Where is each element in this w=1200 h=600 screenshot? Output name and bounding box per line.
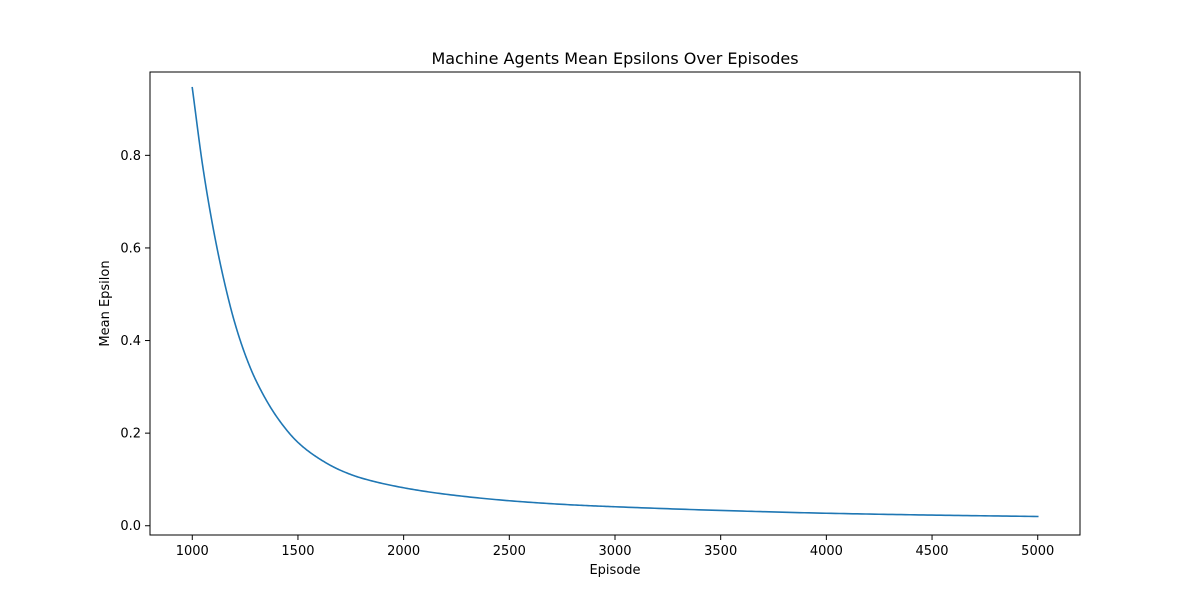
y-axis-title: Mean Epsilon	[98, 260, 113, 346]
x-tick-label: 4000	[810, 544, 843, 559]
y-tick-label: 0.0	[120, 519, 141, 534]
x-tick-label: 2000	[387, 544, 420, 559]
x-tick-label: 3000	[598, 544, 631, 559]
y-tick-label: 0.8	[120, 149, 141, 164]
chart-title: Machine Agents Mean Epsilons Over Episod…	[431, 49, 798, 68]
y-tick-label: 0.2	[120, 427, 141, 442]
x-axis-title: Episode	[589, 563, 640, 578]
x-tick-label: 3500	[704, 544, 737, 559]
x-tick-label: 1500	[281, 544, 314, 559]
x-tick-label: 2500	[493, 544, 526, 559]
y-tick-label: 0.4	[120, 334, 141, 349]
y-axis: 0.0 0.2 0.4 0.6 0.8	[120, 149, 150, 534]
x-axis: 1000 1500 2000 2500 3000 3500 4000 4500 5000	[176, 535, 1054, 559]
x-tick-label: 4500	[915, 544, 948, 559]
x-tick-label: 5000	[1021, 544, 1054, 559]
y-tick-label: 0.6	[120, 241, 141, 256]
x-tick-label: 1000	[176, 544, 209, 559]
plot-series	[191, 86, 1039, 518]
series-line-0	[191, 86, 1039, 518]
